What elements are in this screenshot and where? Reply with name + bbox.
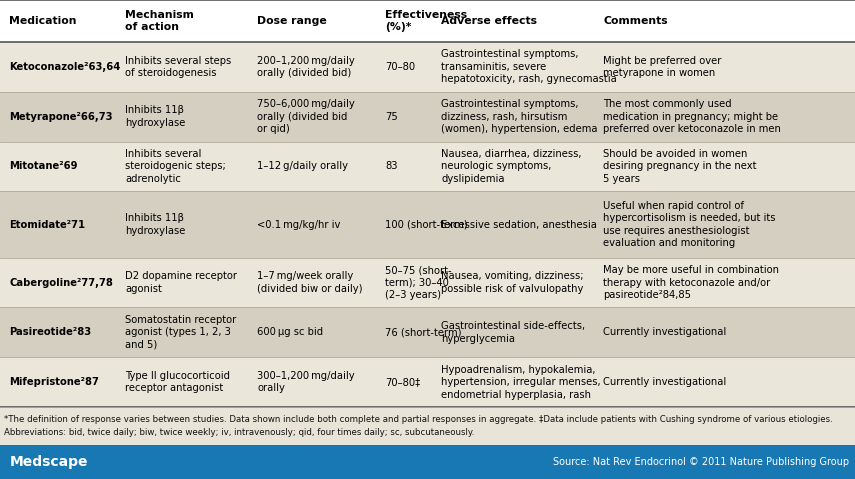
Text: Metyrapone²66,73: Metyrapone²66,73 [9, 112, 113, 122]
Text: Gastrointestinal side-effects,
hyperglycemia: Gastrointestinal side-effects, hyperglyc… [441, 321, 585, 343]
Text: 1–12 g/daily orally: 1–12 g/daily orally [257, 161, 348, 171]
Text: Mifepristone²87: Mifepristone²87 [9, 377, 99, 387]
Text: Source: Nat Rev Endocrinol © 2011 Nature Publishing Group: Source: Nat Rev Endocrinol © 2011 Nature… [553, 457, 849, 467]
Text: Inhibits 11β
hydroxylase: Inhibits 11β hydroxylase [125, 213, 186, 236]
Bar [0, 258, 855, 308]
Text: <0.1 mg/kg/hr iv: <0.1 mg/kg/hr iv [257, 219, 340, 229]
Text: Gastrointestinal symptoms,
dizziness, rash, hirsutism
(women), hypertension, ede: Gastrointestinal symptoms, dizziness, ra… [441, 99, 598, 134]
Text: Effectiveness
(%)*: Effectiveness (%)* [385, 10, 467, 32]
Text: 1–7 mg/week orally
(divided biw or daily): 1–7 mg/week orally (divided biw or daily… [257, 272, 363, 294]
Text: Hypoadrenalism, hypokalemia,
hypertension, irregular menses,
endometrial hyperpl: Hypoadrenalism, hypokalemia, hypertensio… [441, 365, 600, 399]
Bar [0, 407, 855, 445]
Text: Nausea, diarrhea, dizziness,
neurologic symptoms,
dyslipidemia: Nausea, diarrhea, dizziness, neurologic … [441, 149, 581, 184]
Text: 750–6,000 mg/daily
orally (divided bid
or qid): 750–6,000 mg/daily orally (divided bid o… [257, 99, 355, 134]
Text: Type II glucocorticoid
receptor antagonist: Type II glucocorticoid receptor antagoni… [125, 371, 230, 393]
Text: Excessive sedation, anesthesia: Excessive sedation, anesthesia [441, 219, 597, 229]
Text: 70–80‡: 70–80‡ [385, 377, 421, 387]
Text: 70–80: 70–80 [385, 62, 416, 72]
Text: 50–75 (short-
term); 30–40
(2–3 years): 50–75 (short- term); 30–40 (2–3 years) [385, 265, 451, 300]
Text: D2 dopamine receptor
agonist: D2 dopamine receptor agonist [125, 272, 237, 294]
Text: Pasireotide²83: Pasireotide²83 [9, 327, 91, 337]
Text: Might be preferred over
metyrapone in women: Might be preferred over metyrapone in wo… [603, 56, 722, 78]
Bar [0, 191, 855, 258]
Text: The most commonly used
medication in pregnancy; might be
preferred over ketocona: The most commonly used medication in pre… [603, 99, 781, 134]
Text: Useful when rapid control of
hypercortisolism is needed, but its
use requires an: Useful when rapid control of hypercortis… [603, 201, 775, 248]
Text: Inhibits several steps
of steroidogenesis: Inhibits several steps of steroidogenesi… [125, 56, 231, 78]
Text: 76 (short-term): 76 (short-term) [385, 327, 462, 337]
Bar [0, 92, 855, 142]
Text: Etomidate²71: Etomidate²71 [9, 219, 86, 229]
Text: Currently investigational: Currently investigational [603, 377, 726, 387]
Text: Adverse effects: Adverse effects [441, 16, 537, 26]
Text: Ketoconazole²63,64: Ketoconazole²63,64 [9, 62, 121, 72]
Text: 75: 75 [385, 112, 398, 122]
Text: Mitotane²69: Mitotane²69 [9, 161, 78, 171]
Text: May be more useful in combination
therapy with ketoconazole and/or
pasireotide²8: May be more useful in combination therap… [603, 265, 779, 300]
Text: Mechanism
of action: Mechanism of action [125, 10, 194, 32]
Bar [0, 357, 855, 407]
Text: 600 μg sc bid: 600 μg sc bid [257, 327, 323, 337]
Text: 100 (short-term): 100 (short-term) [385, 219, 468, 229]
Text: 83: 83 [385, 161, 398, 171]
Bar [0, 42, 855, 92]
Text: Medication: Medication [9, 16, 76, 26]
Bar [0, 142, 855, 191]
Text: *The definition of response varies between studies. Data shown include both comp: *The definition of response varies betwe… [4, 415, 833, 424]
Bar [0, 445, 855, 479]
Text: 300–1,200 mg/daily
orally: 300–1,200 mg/daily orally [257, 371, 355, 393]
Text: Dose range: Dose range [257, 16, 327, 26]
Text: Medscape: Medscape [10, 455, 89, 469]
Bar [0, 308, 855, 357]
Text: Gastrointestinal symptoms,
transaminitis, severe
hepatotoxicity, rash, gynecomas: Gastrointestinal symptoms, transaminitis… [441, 49, 616, 84]
Text: 200–1,200 mg/daily
orally (divided bid): 200–1,200 mg/daily orally (divided bid) [257, 56, 355, 78]
Text: Abbreviations: bid, twice daily; biw, twice weekly; iv, intravenously; qid, four: Abbreviations: bid, twice daily; biw, tw… [4, 428, 475, 437]
Bar [0, 0, 855, 42]
Text: Should be avoided in women
desiring pregnancy in the next
5 years: Should be avoided in women desiring preg… [603, 149, 757, 184]
Text: Currently investigational: Currently investigational [603, 327, 726, 337]
Text: Cabergoline²77,78: Cabergoline²77,78 [9, 277, 113, 287]
Text: Inhibits several
steroidogenic steps;
adrenolytic: Inhibits several steroidogenic steps; ad… [125, 149, 226, 184]
Text: Nausea, vomiting, dizziness;
possible risk of valvulopathy: Nausea, vomiting, dizziness; possible ri… [441, 272, 583, 294]
Text: Inhibits 11β
hydroxylase: Inhibits 11β hydroxylase [125, 105, 186, 128]
Text: Comments: Comments [603, 16, 668, 26]
Text: Somatostatin receptor
agonist (types 1, 2, 3
and 5): Somatostatin receptor agonist (types 1, … [125, 315, 236, 350]
